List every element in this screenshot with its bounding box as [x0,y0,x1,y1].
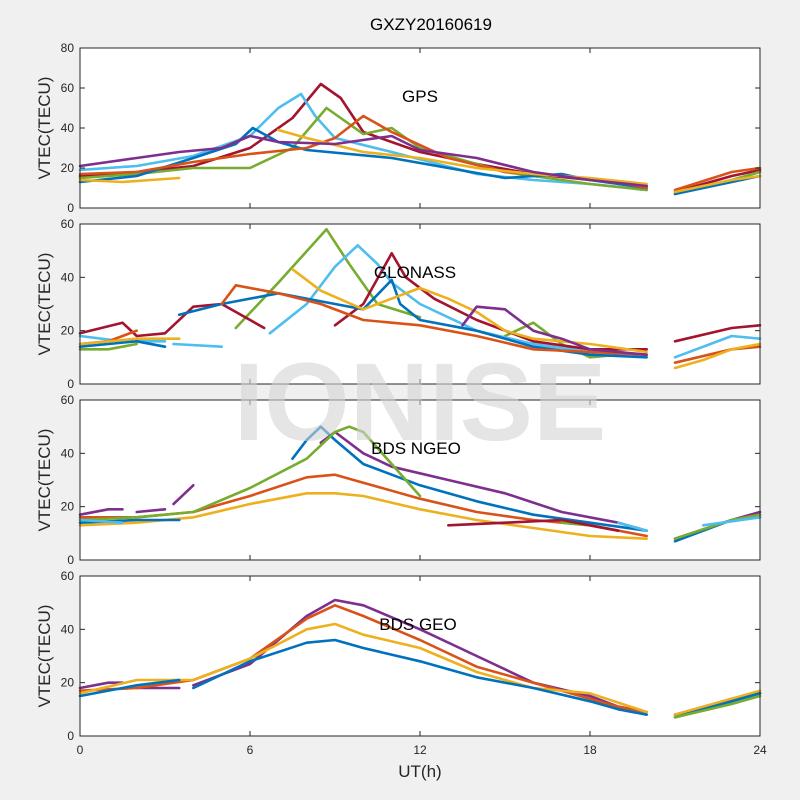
y-tick-label: 40 [61,270,75,284]
series-line [319,430,648,532]
series-line [192,638,648,716]
series-line [673,324,762,343]
series-6 [78,516,762,532]
y-tick-label: 0 [67,377,74,391]
panel-annotation: BDS NGEO [371,439,461,458]
series-line [673,342,762,370]
series-line [135,508,167,514]
series-7 [78,134,648,188]
series-line [220,284,648,356]
panel-4: 0 20 40 60 0 6 12 18 24 VTEC(TECU) BDS GEO [35,569,767,757]
panel-annotation: BDS GEO [379,615,456,634]
y-tick-label: 0 [67,729,74,743]
watermark: IONISE [234,341,607,464]
plot-area [80,400,760,560]
series-3 [78,492,648,540]
series-line [172,342,223,348]
plot-area [80,576,760,736]
series-7 [447,518,620,532]
series-line [78,134,648,188]
series-line [78,126,648,190]
y-tick-label: 80 [61,41,75,55]
y-axis-label: VTEC(TECU) [35,605,54,708]
series-line [291,268,648,354]
x-tick-label: 18 [583,743,597,757]
y-tick-label: 20 [61,500,75,514]
y-tick-label: 60 [61,393,75,407]
series-line [78,342,138,351]
series-line [702,516,762,527]
series-line [78,340,167,348]
series-line [234,228,422,330]
y-tick-label: 0 [67,201,74,215]
series-line [172,484,195,506]
series-line [291,425,648,532]
y-tick-label: 40 [61,622,75,636]
y-tick-label: 60 [61,81,75,95]
series-line [277,128,648,186]
series-6 [78,128,762,194]
y-axis-label: VTEC(TECU) [35,429,54,532]
panel-annotation: GPS [402,87,438,106]
y-tick-label: 20 [61,161,75,175]
figure-title: GXZY20160619 [370,15,492,34]
series-line [673,694,762,719]
series-line [78,508,124,516]
series-7 [461,305,648,356]
panel-annotation: GLONASS [374,263,456,282]
series-line [617,521,648,532]
series-4 [78,278,648,359]
y-tick-label: 40 [61,121,75,135]
series-line [673,174,762,194]
y-axis-label: VTEC(TECU) [35,253,54,356]
x-tick-label: 24 [753,743,767,757]
series-6 [78,268,762,370]
series-line [78,678,181,698]
series-line [673,168,762,194]
y-tick-label: 20 [61,676,75,690]
series-line [673,334,762,359]
plot-area [80,48,760,208]
panel-1: 0 20 40 60 80 VTEC(TECU) GPS [35,41,762,215]
x-axis-label: UT(h) [398,762,441,781]
series-line [333,252,648,351]
series-line [177,278,648,359]
x-tick-label: 6 [247,743,254,757]
series-line [78,425,422,522]
y-tick-label: 0 [67,553,74,567]
series-line [673,166,762,192]
panel-3: 0 20 40 60 VTEC(TECU) BDS NGEO [35,393,762,567]
series-line [78,681,124,690]
y-tick-label: 20 [61,324,75,338]
series-line [78,176,181,184]
x-tick-label: 12 [413,743,427,757]
series-line [78,92,648,192]
series-line [461,305,648,356]
y-tick-label: 60 [61,569,75,583]
y-axis-label: VTEC(TECU) [35,77,54,180]
series-line [78,337,181,346]
series-line [78,518,124,524]
y-tick-label: 60 [61,217,75,231]
series-line [447,518,620,532]
series-line [673,689,762,716]
series-5 [673,694,762,719]
y-tick-label: 40 [61,446,75,460]
x-tick-label: 0 [77,743,84,757]
series-line [78,492,648,540]
panel-2: 0 20 40 60 VTEC(TECU) GLONASS [35,217,762,391]
